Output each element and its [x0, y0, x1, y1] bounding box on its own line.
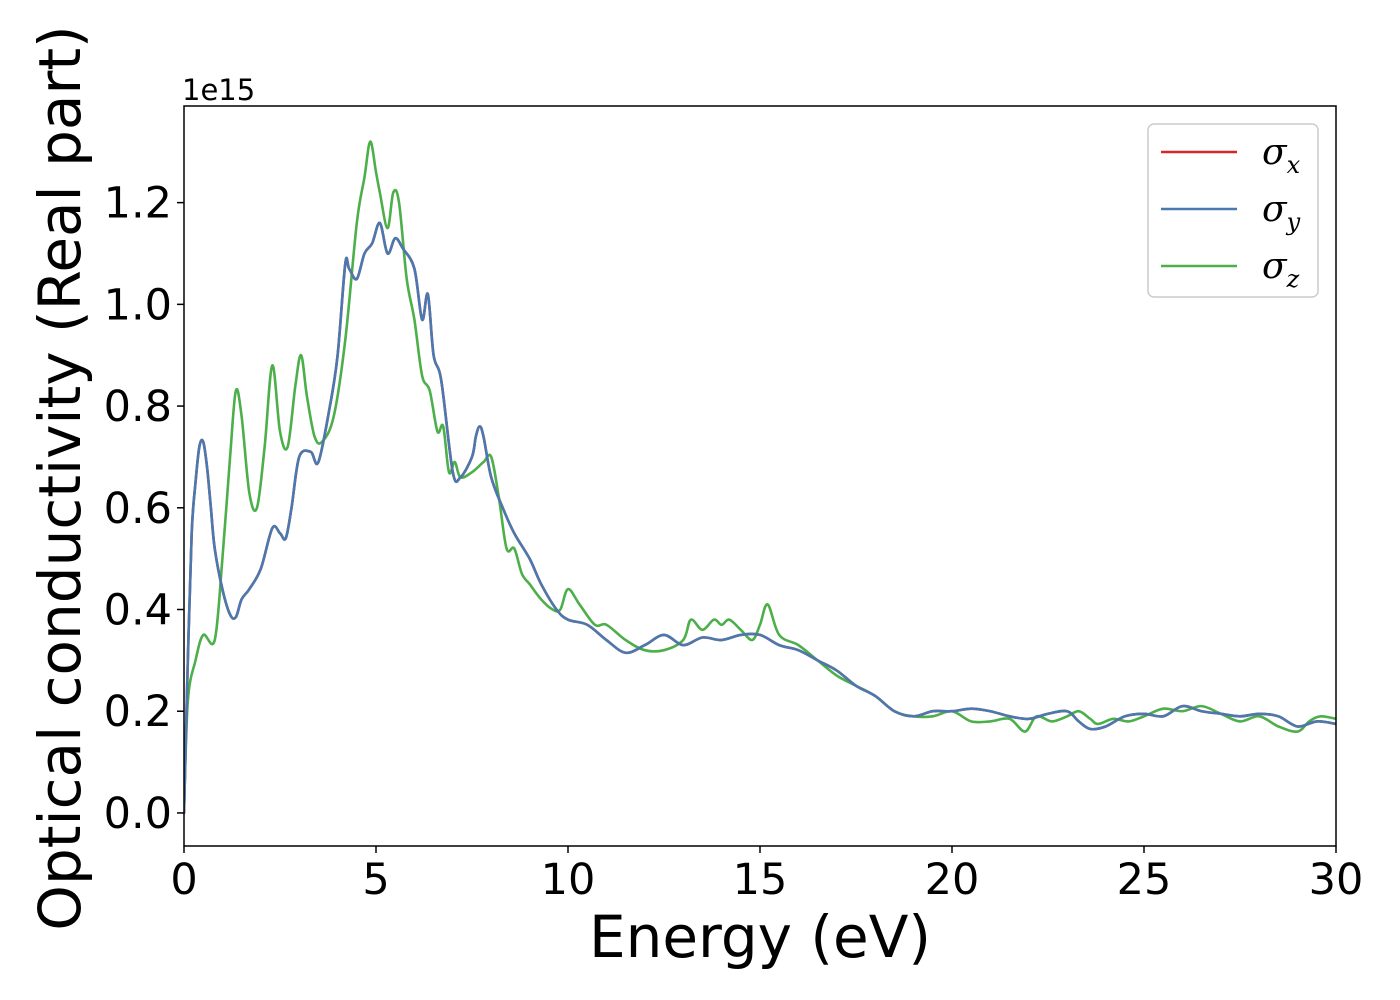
- y-tick-label: 0.4: [104, 586, 172, 636]
- series-layer: [184, 140, 1336, 815]
- series-line-sigma_z: [184, 140, 1336, 815]
- legend-label-x: σx: [1262, 132, 1301, 179]
- series-line-sigma_y: [184, 221, 1336, 815]
- x-tick-label: 20: [925, 855, 980, 905]
- legend: σx σy σz: [1147, 123, 1319, 298]
- y-tick-label: 0.6: [104, 484, 172, 534]
- x-tick-label: 30: [1309, 855, 1364, 905]
- y-tick-label: 0.0: [104, 789, 172, 839]
- y-tick-label: 1.2: [104, 179, 172, 229]
- x-tick-label: 10: [541, 855, 596, 905]
- y-axis-label: Optical conductivity (Real part): [26, 25, 94, 930]
- y-tick-label: 1.0: [104, 280, 172, 330]
- x-tick-label: 25: [1117, 855, 1172, 905]
- x-tick-label: 0: [170, 855, 197, 905]
- y-axis: 0.0 0.2 0.4 0.6 0.8 1.0 1.2: [104, 179, 184, 839]
- y-tick-label: 0.2: [104, 687, 172, 737]
- x-axis: 0 5 10 15 20 25 30: [170, 846, 1363, 905]
- x-tick-label: 5: [362, 855, 389, 905]
- legend-label-z: σz: [1262, 246, 1300, 293]
- y-tick-label: 0.8: [104, 382, 172, 432]
- x-axis-label: Energy (eV): [589, 903, 931, 971]
- y-offset-label: 1e15: [182, 73, 255, 107]
- legend-box: [1147, 123, 1319, 298]
- legend-label-y: σy: [1262, 189, 1301, 236]
- x-tick-label: 15: [733, 855, 788, 905]
